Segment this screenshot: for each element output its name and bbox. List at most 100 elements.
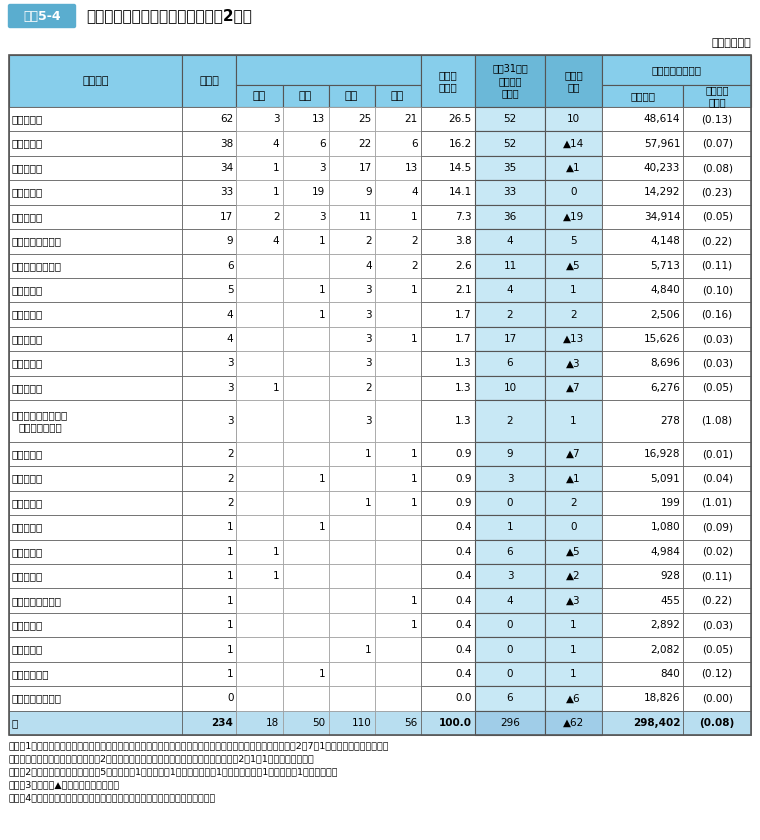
Text: 1.3: 1.3 xyxy=(455,383,472,393)
Text: 総　務　省: 総 務 省 xyxy=(12,547,43,557)
Bar xyxy=(475,515,545,539)
Text: 4: 4 xyxy=(273,139,280,149)
Bar xyxy=(283,327,328,351)
Text: 中小企業庁: 中小企業庁 xyxy=(12,498,43,508)
Bar xyxy=(545,181,602,205)
Text: 7.3: 7.3 xyxy=(455,212,472,222)
Bar xyxy=(182,55,236,107)
Bar xyxy=(236,302,283,327)
Bar xyxy=(9,229,182,254)
Text: (0.01): (0.01) xyxy=(701,449,733,459)
Bar xyxy=(182,442,236,466)
Text: (0.02): (0.02) xyxy=(701,547,733,557)
Bar xyxy=(602,515,683,539)
Text: 1: 1 xyxy=(273,163,280,173)
Text: 5,713: 5,713 xyxy=(651,260,680,270)
Bar xyxy=(375,85,420,107)
Bar xyxy=(182,539,236,564)
Bar xyxy=(420,613,475,638)
Text: 1,080: 1,080 xyxy=(651,522,680,533)
Bar xyxy=(328,278,375,302)
Bar xyxy=(683,662,751,686)
Text: 3: 3 xyxy=(226,383,233,393)
Text: 資料5-4: 資料5-4 xyxy=(24,9,61,23)
Text: 17: 17 xyxy=(220,212,233,222)
Bar xyxy=(602,400,683,442)
Text: 警　察　庁: 警 察 庁 xyxy=(12,359,43,369)
Text: 0: 0 xyxy=(227,693,233,703)
Bar xyxy=(283,254,328,278)
Bar xyxy=(9,400,182,442)
Bar xyxy=(475,302,545,327)
Text: 4: 4 xyxy=(507,285,513,295)
Bar xyxy=(420,181,475,205)
Bar xyxy=(475,442,545,466)
Bar xyxy=(375,589,420,613)
Bar xyxy=(283,107,328,131)
Bar xyxy=(475,662,545,686)
Text: 3: 3 xyxy=(273,114,280,124)
Text: 13: 13 xyxy=(404,163,418,173)
Bar xyxy=(683,254,751,278)
Text: (0.12): (0.12) xyxy=(701,669,733,679)
Bar xyxy=(328,131,375,156)
Bar xyxy=(602,589,683,613)
Bar xyxy=(182,156,236,181)
Text: （単位：人）: （単位：人） xyxy=(711,38,751,48)
Text: 1: 1 xyxy=(226,596,233,606)
Text: 234: 234 xyxy=(211,718,233,727)
Bar xyxy=(9,156,182,181)
Text: 4: 4 xyxy=(507,236,513,246)
Bar xyxy=(182,515,236,539)
Text: 3: 3 xyxy=(319,212,325,222)
Text: 33: 33 xyxy=(503,187,517,197)
Bar xyxy=(602,254,683,278)
Bar xyxy=(328,539,375,564)
Text: 52: 52 xyxy=(503,114,517,124)
Bar xyxy=(375,539,420,564)
Text: 57,961: 57,961 xyxy=(644,139,680,149)
Text: 18,826: 18,826 xyxy=(644,693,680,703)
Bar xyxy=(420,515,475,539)
Bar xyxy=(420,302,475,327)
Text: 16.2: 16.2 xyxy=(448,139,472,149)
Text: 1.3: 1.3 xyxy=(455,416,472,426)
Bar xyxy=(375,613,420,638)
Text: 1: 1 xyxy=(570,620,577,630)
Bar xyxy=(475,229,545,254)
Text: 1: 1 xyxy=(319,669,325,679)
Bar xyxy=(328,466,375,491)
Text: 2　「処分数」は非常勤職員5人（内閣府1人、国税庁1人、厚生労働省1人、国土交通省1人、環境省1人）を含む。: 2 「処分数」は非常勤職員5人（内閣府1人、国税庁1人、厚生労働省1人、国土交通… xyxy=(9,767,338,776)
Bar xyxy=(602,564,683,589)
Text: (0.05): (0.05) xyxy=(701,644,733,654)
Bar xyxy=(545,711,602,735)
Bar xyxy=(375,351,420,375)
Bar xyxy=(283,181,328,205)
Bar xyxy=(602,278,683,302)
Text: 110: 110 xyxy=(352,718,372,727)
Text: 2: 2 xyxy=(570,498,577,508)
Text: 10: 10 xyxy=(503,383,517,393)
Bar xyxy=(375,205,420,229)
Bar xyxy=(328,686,375,711)
Text: 3: 3 xyxy=(365,310,372,319)
Bar xyxy=(9,375,182,400)
Bar xyxy=(545,131,602,156)
Bar xyxy=(328,400,375,442)
Bar xyxy=(683,107,751,131)
Text: 8,696: 8,696 xyxy=(651,359,680,369)
Text: 処分数: 処分数 xyxy=(199,76,220,86)
Text: 0: 0 xyxy=(507,498,513,508)
Text: 34: 34 xyxy=(220,163,233,173)
Text: 2: 2 xyxy=(411,260,418,270)
Text: 0.9: 0.9 xyxy=(455,449,472,459)
Text: 3: 3 xyxy=(507,571,513,581)
Text: (0.07): (0.07) xyxy=(701,139,733,149)
Text: 38: 38 xyxy=(220,139,233,149)
Text: 財　務　省: 財 務 省 xyxy=(12,449,43,459)
Bar xyxy=(420,156,475,181)
Text: 減給: 減給 xyxy=(345,91,358,101)
Bar xyxy=(602,229,683,254)
Text: 0.4: 0.4 xyxy=(455,669,472,679)
Bar xyxy=(420,229,475,254)
